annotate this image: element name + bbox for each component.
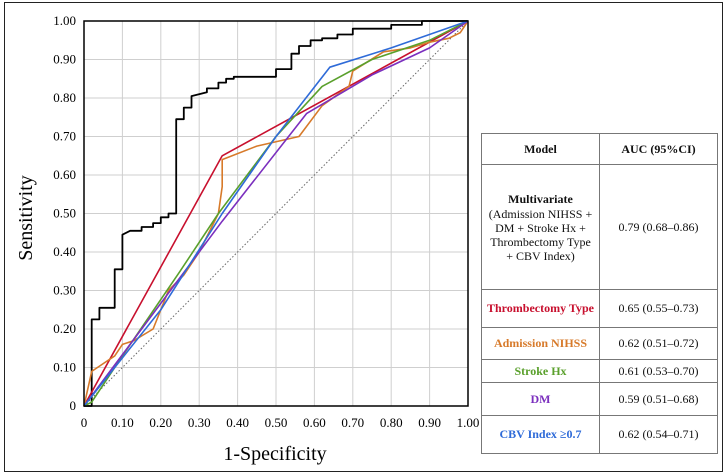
table-row: DM 0.59 (0.51–0.68) [481, 382, 718, 416]
model-description: (Admission NIHSS + DM + Stroke Hx + Thro… [488, 206, 593, 263]
y-tick-label: 0.50 [53, 206, 76, 221]
header-model: Model [481, 133, 600, 165]
table-header-row: Model AUC (95%CI) [481, 133, 718, 165]
auc-cell: 0.65 (0.55–0.73) [599, 289, 718, 328]
model-name: Multivariate [508, 191, 573, 206]
series-line-1 [83, 20, 469, 407]
model-name: Admission NIHSS [493, 336, 588, 350]
x-tick-label: 1.00 [457, 415, 480, 430]
table-row: Multivariate (Admission NIHSS + DM + Str… [481, 164, 718, 290]
series-line-0 [84, 20, 468, 407]
table-row: CBV Index ≥0.7 0.62 (0.54–0.71) [481, 415, 718, 454]
plot-area-border [83, 20, 469, 407]
table-row: Admission NIHSS 0.62 (0.51–0.72) [481, 327, 718, 360]
figure-frame [4, 2, 723, 472]
y-tick-label: 0.10 [53, 360, 76, 375]
table-row: Thrombectomy Type 0.65 (0.55–0.73) [481, 289, 718, 328]
y-tick-label: 0.40 [53, 244, 76, 259]
y-tick-label: 0.90 [53, 52, 76, 67]
auc-cell: 0.62 (0.54–0.71) [599, 415, 718, 454]
x-tick-label: 0.50 [265, 415, 288, 430]
series-group [83, 20, 469, 407]
y-tick-label: 0 [70, 398, 77, 413]
header-auc: AUC (95%CI) [599, 133, 718, 165]
auc-cell: 0.59 (0.51–0.68) [599, 382, 718, 416]
model-name: DM [530, 391, 551, 406]
y-axis-label: Sensitivity [15, 175, 37, 261]
x-tick-label: 0 [81, 415, 88, 430]
x-tick-label: 0.30 [188, 415, 211, 430]
model-cell: CBV Index ≥0.7 [481, 415, 600, 454]
x-tick-label: 0.80 [380, 415, 403, 430]
y-tick-label: 0.80 [53, 90, 76, 105]
model-cell: Admission NIHSS [481, 327, 600, 360]
auc-cell: 0.79 (0.68–0.86) [599, 164, 718, 290]
series-line-2 [83, 20, 469, 407]
x-tick-label: 0.10 [111, 415, 134, 430]
model-name: Thrombectomy Type [487, 301, 594, 315]
auc-table: Model AUC (95%CI) Multivariate (Admissio… [481, 133, 718, 454]
y-tick-label: 0.70 [53, 129, 76, 144]
y-tick-label: 0.60 [53, 167, 76, 182]
x-tick-label: 0.70 [341, 415, 364, 430]
series-line-5 [83, 20, 469, 407]
model-name: Stroke Hx [514, 363, 567, 378]
y-tick-label: 0.20 [53, 321, 76, 336]
y-tick-labels: 0 0.10 0.20 0.30 0.40 0.50 0.60 0.70 0.80 0.90 1.0… [53, 13, 76, 413]
x-tick-label: 0.90 [418, 415, 441, 430]
auc-cell: 0.61 (0.53–0.70) [599, 359, 718, 383]
model-cell: Stroke Hx [481, 359, 600, 383]
series-line-3 [83, 20, 469, 407]
model-cell: Multivariate (Admission NIHSS + DM + Str… [481, 164, 600, 290]
x-tick-label: 0.40 [226, 415, 249, 430]
x-tick-labels: 0 0.10 0.20 0.30 0.40 0.50 0.60 0.70 0.80 0.90 1.0… [81, 415, 480, 430]
x-tick-label: 0.20 [149, 415, 172, 430]
model-name: CBV Index ≥0.7 [499, 427, 582, 441]
table-row: Stroke Hx 0.61 (0.53–0.70) [481, 359, 718, 383]
x-axis-label: 1-Specificity [223, 443, 326, 465]
x-tick-label: 0.60 [303, 415, 326, 430]
y-tick-label: 0.30 [53, 283, 76, 298]
model-cell: DM [481, 382, 600, 416]
series-line-4 [83, 20, 469, 407]
model-cell: Thrombectomy Type [481, 289, 600, 328]
y-tick-label: 1.00 [53, 13, 76, 28]
auc-cell: 0.62 (0.51–0.72) [599, 327, 718, 360]
